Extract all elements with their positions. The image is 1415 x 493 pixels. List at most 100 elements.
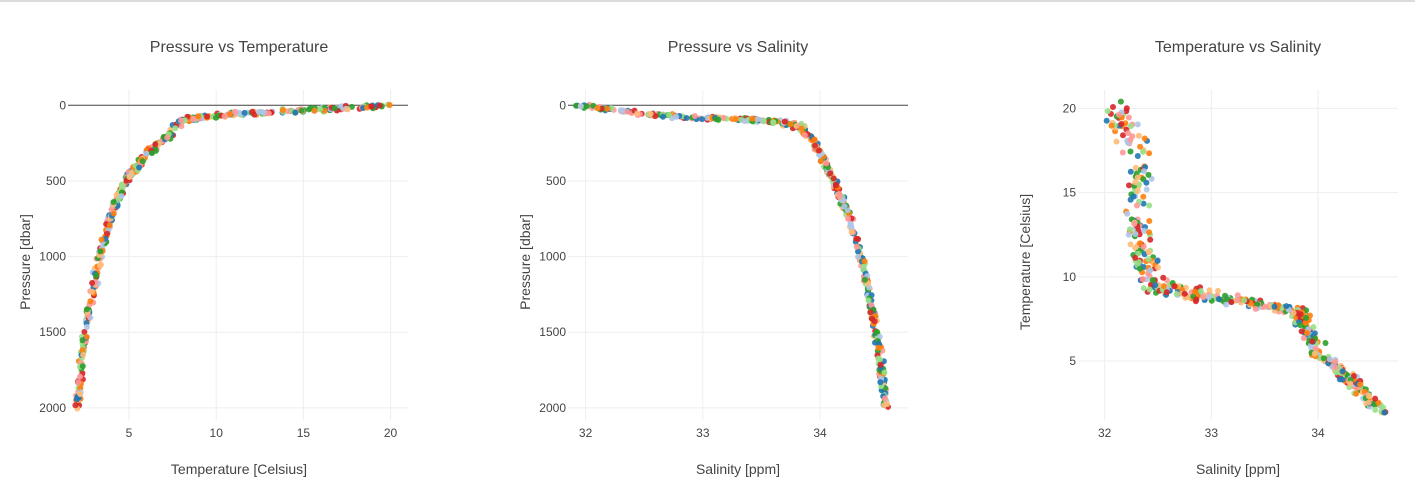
data-point bbox=[1147, 236, 1154, 243]
data-point bbox=[881, 369, 888, 376]
chart-pressure-vs-temperature: Pressure vs Temperature 5 10 15 20 0 500 1000 1… bbox=[17, 39, 408, 477]
data-point bbox=[781, 118, 788, 125]
data-point bbox=[853, 235, 860, 242]
data-point bbox=[221, 113, 228, 120]
data-point bbox=[1297, 311, 1304, 318]
data-point bbox=[594, 105, 601, 112]
x-tick-label: 34 bbox=[1311, 426, 1325, 440]
data-point bbox=[93, 272, 100, 279]
data-point bbox=[1163, 289, 1170, 296]
data-point bbox=[1131, 220, 1138, 227]
top-divider bbox=[0, 0, 1415, 2]
data-point bbox=[97, 248, 104, 255]
data-point bbox=[1132, 164, 1139, 171]
data-point bbox=[1141, 168, 1147, 175]
data-point bbox=[1152, 282, 1159, 288]
data-point bbox=[1127, 136, 1134, 143]
data-point bbox=[1173, 291, 1180, 297]
data-point bbox=[72, 402, 79, 409]
data-point bbox=[126, 174, 133, 180]
data-point bbox=[1127, 148, 1134, 155]
data-point bbox=[172, 125, 179, 132]
data-point bbox=[1155, 264, 1161, 271]
data-point bbox=[73, 396, 80, 403]
data-point bbox=[1120, 132, 1126, 139]
chart-title: Temperature vs Salinity bbox=[1155, 39, 1321, 56]
data-point bbox=[178, 123, 185, 130]
data-point bbox=[812, 142, 818, 149]
data-point bbox=[845, 215, 852, 222]
data-point bbox=[877, 361, 884, 368]
data-point bbox=[1134, 153, 1141, 159]
data-point bbox=[847, 221, 854, 227]
data-point bbox=[823, 160, 830, 167]
data-point bbox=[77, 391, 84, 398]
data-point bbox=[1215, 296, 1222, 302]
data-point bbox=[1132, 245, 1139, 251]
data-point bbox=[798, 125, 805, 132]
data-point bbox=[1381, 409, 1388, 416]
data-point bbox=[867, 309, 874, 316]
data-point bbox=[1145, 256, 1152, 263]
y-axis-label: Pressure [dbar] bbox=[517, 214, 533, 310]
data-point bbox=[1147, 267, 1154, 274]
data-point bbox=[1365, 393, 1372, 400]
data-point bbox=[1171, 283, 1178, 290]
data-point bbox=[1117, 98, 1124, 105]
y-tick-label: 1000 bbox=[539, 250, 566, 264]
data-point bbox=[861, 258, 868, 265]
data-point bbox=[1127, 123, 1134, 130]
data-point bbox=[1215, 287, 1221, 294]
data-point bbox=[1116, 111, 1122, 118]
data-point bbox=[1125, 130, 1132, 137]
tick-labels: 32 33 34 0 500 1000 1500 2000 bbox=[539, 98, 827, 440]
data-point bbox=[1145, 249, 1152, 256]
data-point bbox=[321, 107, 328, 114]
data-point bbox=[1326, 356, 1333, 363]
data-point bbox=[89, 288, 96, 295]
data-point bbox=[204, 113, 211, 120]
data-point bbox=[1123, 108, 1130, 115]
data-point bbox=[882, 395, 888, 402]
x-tick-label: 20 bbox=[384, 426, 398, 440]
data-point bbox=[241, 109, 248, 116]
x-tick-label: 10 bbox=[210, 426, 224, 440]
y-tick-label: 15 bbox=[1063, 186, 1077, 200]
data-point bbox=[1124, 210, 1131, 217]
data-point bbox=[830, 175, 837, 182]
data-point bbox=[877, 379, 884, 386]
data-point bbox=[1241, 297, 1248, 304]
data-point bbox=[1304, 330, 1310, 336]
y-axis-label: Temperature [Celsius] bbox=[1017, 194, 1033, 330]
data-point bbox=[1126, 182, 1132, 189]
data-point bbox=[1135, 259, 1142, 266]
x-axis-label: Temperature [Celsius] bbox=[171, 461, 307, 477]
data-point bbox=[106, 222, 113, 229]
data-point bbox=[1139, 276, 1146, 283]
data-point bbox=[89, 280, 96, 286]
data-point bbox=[817, 158, 824, 165]
data-point bbox=[720, 115, 727, 121]
chart-title: Pressure vs Temperature bbox=[150, 39, 329, 56]
data-point bbox=[1137, 240, 1143, 247]
data-point bbox=[827, 170, 834, 177]
data-point bbox=[1222, 292, 1228, 299]
data-point bbox=[1146, 218, 1153, 224]
data-point bbox=[195, 113, 202, 120]
y-tick-label: 2000 bbox=[539, 401, 566, 415]
x-tick-label: 32 bbox=[579, 426, 593, 440]
data-point bbox=[1310, 324, 1317, 331]
data-point bbox=[79, 347, 86, 354]
data-point bbox=[231, 108, 238, 115]
data-point bbox=[79, 363, 86, 370]
data-point bbox=[1108, 122, 1115, 129]
data-point bbox=[1127, 226, 1133, 233]
data-point bbox=[1118, 121, 1125, 127]
data-point bbox=[1312, 345, 1319, 352]
data-point bbox=[853, 243, 860, 250]
data-point bbox=[787, 121, 794, 128]
data-point bbox=[251, 111, 258, 118]
data-point bbox=[237, 110, 244, 117]
data-point bbox=[1132, 254, 1139, 261]
data-point bbox=[1132, 179, 1139, 186]
